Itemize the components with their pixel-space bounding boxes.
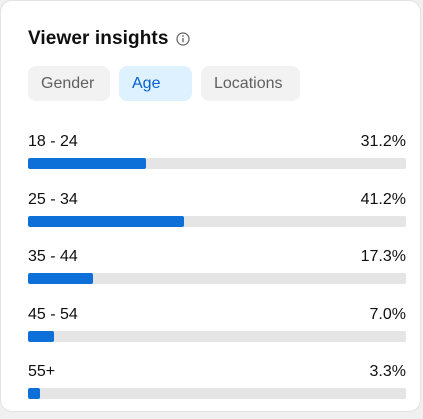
progress-fill (28, 215, 184, 227)
viewer-insights-card: Viewer insights Gender Age Locations 18 … (0, 0, 421, 412)
age-breakdown-list: 18 - 24 31.2% 25 - 34 41.2% 35 - 44 17.3… (28, 131, 406, 419)
progress-fill (28, 273, 94, 284)
tab-age[interactable]: Age (119, 66, 192, 101)
age-range-label: 25 - 34 (28, 190, 78, 208)
progress-track (28, 273, 406, 284)
info-icon[interactable] (176, 32, 191, 47)
age-range-label: 35 - 44 (28, 248, 78, 265)
age-range-label: 45 - 54 (28, 305, 78, 323)
tab-bar: Gender Age Locations (28, 66, 300, 101)
progress-fill (28, 158, 146, 169)
tab-gender[interactable]: Gender (28, 66, 110, 101)
age-range-label: 55+ (28, 363, 56, 380)
progress-track (28, 388, 406, 399)
age-row: 55+ 3.3% (28, 361, 406, 419)
age-percentage: 41.2% (360, 190, 406, 208)
age-row: 18 - 24 31.2% (28, 131, 406, 189)
progress-track (28, 158, 406, 169)
age-percentage: 3.3% (369, 363, 406, 380)
progress-track (28, 215, 406, 227)
card-header: Viewer insights (28, 27, 191, 51)
age-range-label: 18 - 24 (28, 133, 78, 150)
age-row: 25 - 34 41.2% (28, 189, 406, 247)
age-percentage: 7.0% (369, 305, 406, 323)
card-title: Viewer insights (28, 28, 169, 49)
progress-fill (28, 388, 41, 399)
progress-track (28, 330, 406, 342)
age-percentage: 17.3% (360, 248, 406, 265)
progress-fill (28, 330, 55, 342)
age-percentage: 31.2% (360, 133, 406, 150)
age-row: 35 - 44 17.3% (28, 246, 406, 304)
tab-locations[interactable]: Locations (201, 66, 300, 101)
age-row: 45 - 54 7.0% (28, 304, 406, 362)
